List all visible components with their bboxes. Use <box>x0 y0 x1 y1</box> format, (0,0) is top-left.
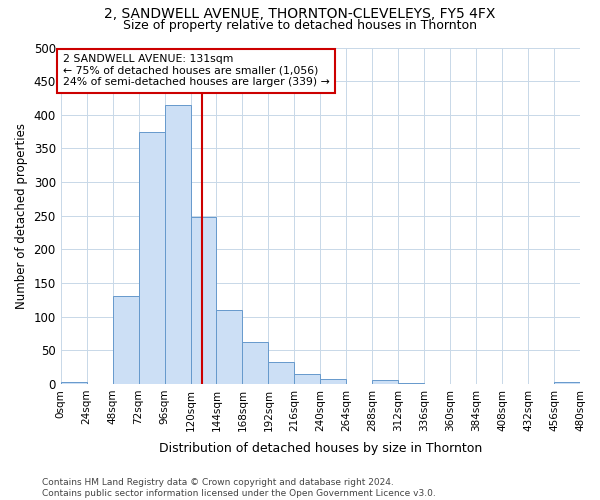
Bar <box>191 217 217 384</box>
Bar <box>554 382 580 384</box>
Bar <box>113 296 139 384</box>
Bar <box>139 132 164 384</box>
Text: Contains HM Land Registry data © Crown copyright and database right 2024.
Contai: Contains HM Land Registry data © Crown c… <box>42 478 436 498</box>
Text: 2 SANDWELL AVENUE: 131sqm
← 75% of detached houses are smaller (1,056)
24% of se: 2 SANDWELL AVENUE: 131sqm ← 75% of detac… <box>63 54 329 88</box>
Bar <box>320 378 346 384</box>
Bar <box>398 382 424 384</box>
Bar <box>268 362 295 384</box>
Text: Size of property relative to detached houses in Thornton: Size of property relative to detached ho… <box>123 19 477 32</box>
Bar <box>372 380 398 384</box>
X-axis label: Distribution of detached houses by size in Thornton: Distribution of detached houses by size … <box>159 442 482 455</box>
Bar <box>164 104 191 384</box>
Bar <box>61 382 86 384</box>
Text: 2, SANDWELL AVENUE, THORNTON-CLEVELEYS, FY5 4FX: 2, SANDWELL AVENUE, THORNTON-CLEVELEYS, … <box>104 8 496 22</box>
Bar <box>295 374 320 384</box>
Bar <box>217 310 242 384</box>
Y-axis label: Number of detached properties: Number of detached properties <box>15 122 28 308</box>
Bar <box>242 342 268 384</box>
